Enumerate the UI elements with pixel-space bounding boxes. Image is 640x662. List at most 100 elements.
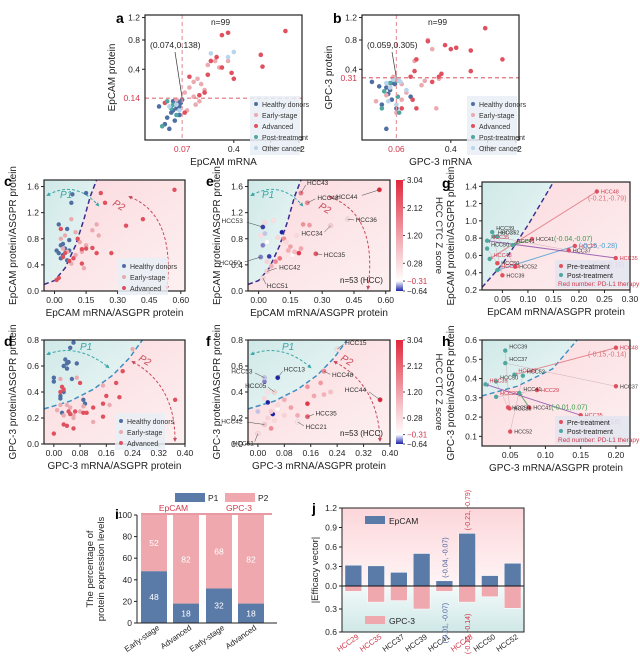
y-tick-label: 0.6	[325, 542, 337, 552]
post-point-label: HCC52	[527, 370, 545, 376]
label-leader	[300, 184, 306, 194]
data-point	[60, 254, 66, 260]
p2-arc-arrow	[128, 195, 170, 290]
data-point	[255, 408, 261, 415]
label-leader	[254, 372, 265, 378]
data-point	[471, 102, 475, 106]
point-label: HCC35	[324, 252, 346, 259]
x-tick-label: 0.05	[502, 450, 519, 460]
efficacy-vector	[486, 248, 498, 264]
data-point	[254, 124, 258, 128]
data-point	[265, 399, 271, 405]
legend-item: Pre-treatment	[567, 420, 610, 427]
pre-point-label: HCC50	[512, 405, 530, 411]
legend-item: Early-stage	[130, 275, 166, 282]
x-tick-label: 0.20	[608, 450, 625, 460]
data-point	[493, 394, 499, 400]
data-point	[436, 74, 442, 80]
data-point	[277, 255, 283, 261]
data-point	[63, 357, 68, 362]
legend-item: Early-stage	[479, 113, 515, 120]
point-label: HCC21	[306, 424, 328, 431]
y-tick-label: 0.4	[231, 387, 243, 397]
data-point	[56, 250, 61, 256]
data-point	[271, 418, 277, 424]
data-point	[172, 187, 177, 192]
post-point-label: HCC35	[490, 378, 508, 384]
point-label: HCC44	[345, 387, 367, 394]
efficacy-vector	[509, 375, 524, 432]
y-tick-label: 1.2	[128, 13, 140, 23]
y-axis-label-line: The percentage of	[85, 530, 96, 607]
data-point	[266, 253, 272, 259]
bar-epcam	[435, 580, 454, 587]
pre-point-label: HCC29	[541, 388, 559, 394]
data-point	[187, 85, 192, 90]
data-point	[265, 415, 271, 421]
data-point	[262, 230, 268, 237]
legend-swatch-p1	[175, 493, 205, 502]
x-category-label: HCC39	[403, 632, 428, 653]
efficacy-vector	[505, 350, 510, 409]
data-point	[369, 79, 375, 85]
y-tick-label: 0.6	[325, 627, 337, 637]
boundary-line	[481, 339, 578, 397]
data-point	[294, 232, 300, 239]
x-category-label: HCC52	[494, 632, 519, 653]
colorbar-label: HCC CTC Z score	[433, 197, 444, 274]
y-tick-label: 60	[123, 553, 133, 563]
data-point	[507, 429, 513, 434]
data-point	[123, 223, 129, 228]
data-point	[113, 380, 119, 386]
panel-letter: d	[4, 333, 13, 349]
x-tick-label: 0.20	[571, 294, 588, 304]
efficacy-vector	[493, 236, 569, 251]
data-point	[51, 375, 57, 380]
y-tick-label: 0.0	[27, 439, 39, 449]
y-tick-label: 0.6	[231, 361, 243, 371]
data-point	[613, 384, 619, 389]
data-point	[77, 380, 83, 386]
colorbar-tick-label: 0.28	[407, 259, 423, 268]
label-leader	[368, 391, 381, 401]
legend-item: Post-treatment	[567, 429, 613, 436]
bar-p2	[173, 515, 199, 604]
data-point	[202, 90, 207, 95]
data-point	[261, 395, 268, 402]
x-category-label: HCC35	[358, 632, 383, 653]
data-point	[391, 77, 396, 83]
data-point	[119, 419, 123, 423]
point-label: HCC15	[345, 340, 367, 347]
data-point	[69, 216, 74, 222]
y-tick-label: 20	[123, 596, 133, 606]
data-point	[172, 397, 178, 402]
data-point	[510, 242, 515, 248]
data-point	[156, 104, 162, 109]
data-point	[83, 190, 89, 196]
point-label: HCC42	[221, 419, 243, 426]
y-axis-label: EpCAM protein/ASGPR protein	[8, 166, 19, 305]
data-point	[275, 234, 281, 241]
data-point	[527, 405, 532, 410]
bar-value-label: 32	[214, 601, 224, 611]
data-point	[75, 236, 80, 241]
colorbar	[396, 180, 403, 291]
data-point	[68, 405, 73, 410]
data-point	[109, 250, 114, 256]
colorbar-tick-label: 3.04	[407, 176, 423, 185]
data-point	[107, 402, 112, 408]
data-point	[71, 340, 76, 345]
x-axis-label: EpCAM mRNA/ASGPR protein	[46, 308, 184, 319]
x-axis-label: EpCAM mRNA/ASGPR protein	[487, 307, 625, 318]
x-category-label: HCC37	[381, 632, 406, 653]
data-point	[164, 115, 170, 120]
data-point	[500, 273, 505, 278]
y-tick-label: 0.8	[27, 234, 39, 244]
legend-swatch-epcam	[365, 516, 385, 524]
data-point	[225, 30, 231, 36]
data-point	[613, 345, 619, 350]
pre-point-label: HCC48	[601, 190, 619, 196]
data-point	[482, 25, 488, 31]
group-label: EpCAM	[159, 503, 188, 513]
